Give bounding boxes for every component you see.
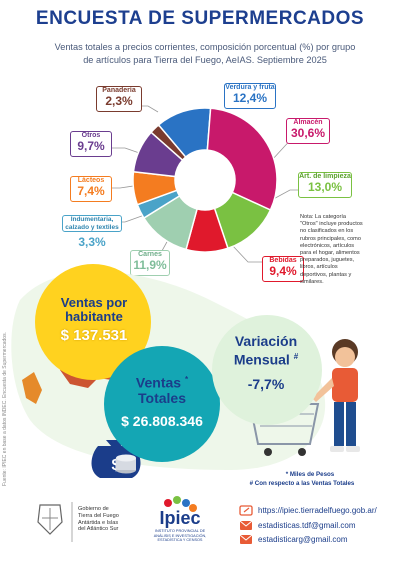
label-indumentaria: Indumentaria, calzado y textiles 3,3% (62, 215, 122, 249)
label-verdura-value: 12,4% (232, 91, 268, 105)
label-almacen-value: 30,6% (290, 126, 326, 140)
note-line: "Otros" incluye productos (300, 221, 363, 228)
email-icon-2 (239, 534, 253, 544)
label-lacteos-name: Lácteos (77, 177, 105, 184)
label-limpieza-name: Art. de limpieza (299, 173, 351, 180)
note-line: para el hogar, alimentos (300, 250, 360, 257)
footnote-respecto: # Con respecto a las Ventas Totales (249, 480, 355, 487)
note-line: electrónicos, artículos (300, 242, 355, 249)
ipiec-logo-mark (164, 496, 197, 512)
kpi-totales-title-1: Ventas (135, 374, 182, 391)
kpi-variacion-title-1: Variación (234, 333, 298, 349)
label-limpieza: Art. de limpieza 13,0% (298, 172, 352, 198)
shopper-illustration (312, 339, 360, 452)
kpi-variacion-title: Variación Mensual # (216, 334, 316, 368)
government-name-line: del Atlántico Sur (78, 526, 119, 533)
kpi-totales-title-2: Totales (138, 389, 186, 406)
kpi-habitante-title-2: habitante (65, 309, 123, 324)
kpi-variacion-circle (212, 315, 322, 425)
note-line: rubros principales, como (300, 235, 361, 242)
kpi-variacion-title-2: Mensual (233, 351, 290, 368)
label-lacteos: Lácteos 7,4% (70, 176, 112, 202)
government-name-line: Gobierno de (78, 506, 109, 512)
kpi-totales-circle (104, 346, 220, 462)
page-title: ENCUESTA DE SUPERMERCADOS (35, 8, 365, 29)
website-link[interactable]: https://ipiec.tierradelfuego.gob.ar/ (258, 506, 377, 515)
label-panaderia-name: Panadería (102, 87, 136, 94)
note-line: similares. (300, 278, 324, 285)
kpi-totales-title: Ventas * Totales (112, 372, 212, 406)
kpi-variacion-value: -7,7% (247, 376, 285, 392)
label-carnes: Carnes 11,9% (130, 250, 170, 276)
subtitle-line-2: de artículos para Tierra del Fuego, AeIA… (83, 55, 327, 65)
footnote-miles: * Miles de Pesos (285, 471, 335, 478)
ipiec-subtitle-line: INSTITUTO PROVINCIAL DE (154, 529, 206, 533)
ipiec-subtitle-line: ESTADÍSTICA Y CENSOS (157, 538, 203, 543)
label-indumentaria-value: 3,3% (78, 235, 106, 249)
email-icon-1 (239, 520, 253, 530)
kpi-totales-mark: * (184, 375, 189, 384)
note-line: preparados, juguetes, (300, 257, 355, 264)
label-carnes-value: 11,9% (133, 258, 167, 272)
label-otros-value: 9,7% (77, 139, 105, 153)
email-link-2[interactable]: estadisticarg@gmail.com (258, 535, 348, 544)
kpi-habitante-value: $ 137.531 (60, 327, 128, 344)
kpi-totales-value: $ 26.808.346 (121, 413, 203, 429)
label-bebidas-name: Bebidas (269, 257, 297, 264)
note-line: no clasificados en los (300, 228, 354, 235)
label-almacen: Almacén 30,6% (286, 118, 330, 144)
map-islands-icon (22, 372, 42, 404)
label-verdura-name: Verdura y fruta (225, 84, 275, 91)
note-otros: Nota: La categoría "Otros" incluye produ… (300, 214, 392, 286)
label-verdura: Verdura y fruta 12,4% (224, 83, 276, 109)
label-bebidas-value: 9,4% (269, 264, 297, 278)
note-line: libros, artículos (300, 264, 338, 271)
label-otros-name: Otros (81, 132, 101, 139)
donut-slice-almac-n (206, 107, 278, 211)
label-otros: Otros 9,7% (70, 131, 112, 157)
label-carnes-name: Carnes (138, 251, 162, 258)
government-name-line: Antártida e Islas (78, 519, 119, 526)
note-line: Nota: La categoría (300, 214, 347, 220)
ipiec-logo: Ipiec (159, 508, 201, 528)
donut-slice-panader-a (150, 123, 187, 162)
label-almacen-name: Almacén (293, 119, 323, 126)
label-indumentaria-name-1: Indumentaria, (70, 216, 114, 223)
connector-panaderia (140, 105, 159, 113)
label-lacteos-value: 7,4% (77, 184, 105, 198)
kpi-habitante-circle (35, 264, 151, 380)
government-name: Gobierno de Tierra del Fuego Antártida e… (78, 506, 148, 533)
label-limpieza-value: 13,0% (307, 180, 343, 194)
government-crest-icon (37, 504, 63, 535)
note-line: deportivos, plantas y (300, 271, 352, 278)
kpi-habitante-title-1: Ventas por (60, 295, 128, 310)
kpi-habitante-title: Ventas por habitante (42, 296, 146, 324)
subtitle-line-1: Ventas totales a precios corrientes, com… (54, 42, 356, 52)
ipiec-subtitle-line: ANÁLISIS E INVESTIGACIÓN, (153, 533, 207, 538)
ipiec-subtitle: INSTITUTO PROVINCIAL DE ANÁLISIS E INVES… (140, 529, 220, 543)
label-bebidas: Bebidas 9,4% (262, 256, 304, 282)
email-link-1[interactable]: estadisticas.tdf@gmail.com (258, 521, 356, 530)
web-icon (239, 505, 253, 516)
connector-bebidas (231, 244, 262, 263)
kpi-variacion-mark: # (293, 352, 299, 361)
coins-icon (116, 454, 136, 474)
government-name-line: Tierra del Fuego (78, 512, 119, 519)
label-panaderia-value: 2,3% (105, 94, 133, 108)
label-panaderia: Panadería 2,3% (96, 86, 142, 112)
label-indumentaria-name-2: calzado y textiles (65, 223, 119, 231)
